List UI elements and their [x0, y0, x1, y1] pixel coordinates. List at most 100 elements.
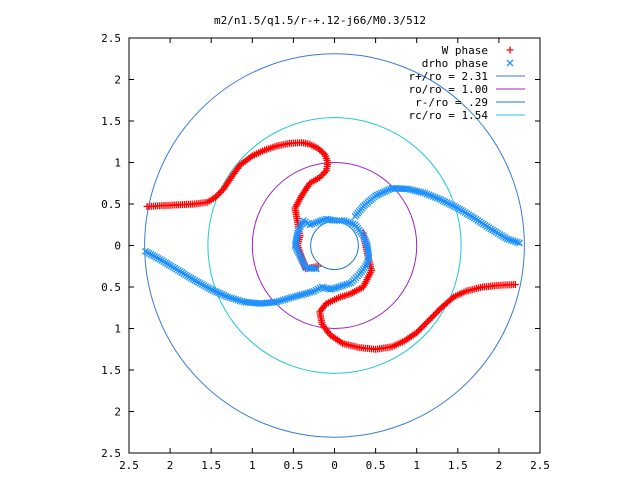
drho-phase-point [228, 294, 236, 302]
drho-phase-point [345, 218, 353, 226]
drho-phase-point [281, 295, 289, 303]
w-phase-point [413, 329, 421, 337]
w-phase-point [428, 313, 436, 321]
w-phase-point [322, 167, 330, 175]
drho-phase-point [363, 258, 371, 266]
drho-phase-point [226, 294, 234, 302]
drho-phase-point [331, 284, 338, 292]
drho-phase-point [373, 191, 381, 199]
w-phase-point [317, 172, 325, 180]
drho-phase-point [316, 217, 324, 225]
drho-phase-point [407, 186, 414, 194]
drho-phase-point [310, 219, 318, 227]
w-phase-point [216, 188, 224, 196]
drho-phase-point [435, 195, 443, 203]
x-axis: 2.5 2 1.5 1 0.5 0 0.5 1 1.5 2 2.5 [119, 38, 550, 472]
drho-phase-point [411, 187, 419, 195]
y-tick-label: 2.5 [101, 32, 121, 45]
y-tick-label: 2 [114, 74, 121, 87]
x-tick-label: 1.5 [201, 459, 221, 472]
drho-phase-point [417, 188, 425, 196]
legend-label: rc/ro = 1.54 [409, 109, 489, 122]
drho-phase-point [287, 294, 295, 302]
drho-phase-point [285, 294, 293, 302]
drho-phase-point [347, 219, 355, 227]
drho-phase-point [222, 292, 230, 300]
drho-phase-point [312, 265, 320, 273]
y-tick-label: 2 [114, 406, 121, 419]
drho-phase-point [211, 287, 219, 295]
drho-phase-point [279, 296, 287, 304]
drho-phase-point [218, 291, 226, 298]
x-tick-label: 0.5 [366, 459, 386, 472]
drho-phase-point [507, 236, 515, 244]
drho-phase-point [333, 284, 341, 292]
y-tick-label: 2.5 [101, 447, 121, 460]
drho-phase-point [409, 186, 417, 194]
drho-phase-point [296, 223, 304, 231]
legend-label: r+/ro = 2.31 [409, 70, 488, 83]
w-phase-point [414, 327, 422, 335]
drho-phase-point [511, 238, 519, 246]
drho-phase-point [384, 186, 392, 194]
drho-phase-point [509, 237, 517, 245]
drho-phase-point [364, 244, 372, 252]
w-phase-point [422, 319, 430, 327]
drho-phase-point [415, 188, 423, 196]
drho-phase-point [433, 194, 441, 202]
drho-phase-point [360, 234, 368, 241]
drho-phase-point [297, 255, 305, 263]
x-tick-label: 2 [167, 459, 174, 472]
drho-phase-point [381, 188, 389, 196]
drho-phase-point [236, 297, 244, 305]
x-tick-label: 2.5 [119, 459, 139, 472]
drho-phase-point [291, 242, 299, 249]
w-phase-point [433, 308, 441, 316]
w-phase-point [506, 46, 514, 54]
drho-phase-point [302, 290, 310, 298]
w-phase-point [511, 281, 519, 289]
drho-phase-point [314, 218, 322, 226]
drho-phase-point [431, 193, 439, 201]
drho-phase-point [515, 239, 523, 247]
drho-phase-point [338, 217, 346, 225]
w-phase-point [416, 326, 424, 334]
legend-label: ro/ro = 1.00 [409, 83, 488, 96]
y-tick-label: 1 [114, 323, 121, 336]
drho-phase-point [362, 262, 370, 270]
drho-phase-point [383, 187, 391, 195]
drho-phase-point [318, 283, 326, 291]
drho-phase-point [310, 265, 318, 273]
w-phase-point [427, 315, 435, 323]
drho-phase-point [513, 238, 521, 246]
drho-phase-point [322, 215, 330, 223]
w-phase-point [319, 170, 327, 178]
drho-phase-point [328, 285, 336, 293]
drho-phase-point [289, 293, 297, 301]
drho-phase-point [320, 284, 328, 292]
drho-phase-point [322, 284, 330, 292]
drho-phase-point [419, 189, 427, 197]
x-tick-label: 0 [331, 459, 338, 472]
drho-phase-point [224, 293, 232, 301]
legend-label: r-/ro = .29 [415, 96, 488, 109]
drho-phase-point [294, 292, 301, 300]
drho-phase-point [297, 221, 305, 229]
w-phase-point [425, 316, 433, 324]
w-phase-point [431, 310, 439, 318]
y-axis: 2.5 2 1.5 1 0.5 0 0.5 1 1.5 2 2.5 [101, 32, 540, 460]
drho-phase-point [363, 260, 371, 268]
drho-phase-point [220, 291, 228, 299]
drho-phase-point [363, 240, 371, 247]
drho-phase-point [427, 192, 435, 200]
x-tick-label: 1.5 [448, 459, 468, 472]
drho-phase-point [413, 187, 421, 195]
circle-r [310, 220, 359, 271]
y-tick-label: 0.5 [101, 281, 121, 294]
y-tick-label: 0.5 [101, 198, 121, 211]
drho-phase-point [232, 295, 240, 303]
drho-phase-point [343, 280, 351, 288]
drho-phase-point [234, 296, 242, 304]
drho-phase-point [300, 290, 308, 298]
